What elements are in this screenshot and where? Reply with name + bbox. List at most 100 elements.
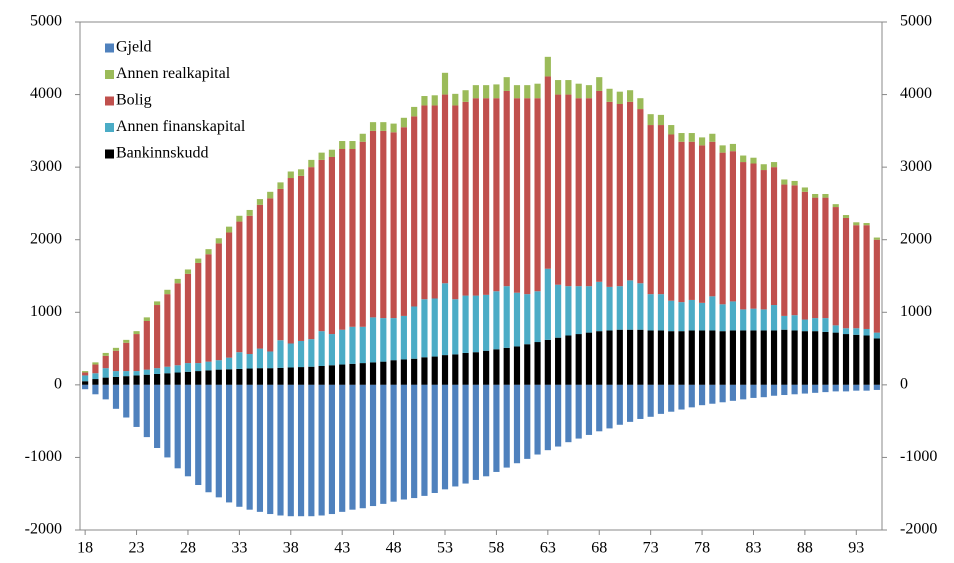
bar-segment <box>308 159 315 168</box>
bar-segment <box>184 371 192 385</box>
bar-segment <box>627 90 634 102</box>
bar-segment <box>92 373 99 380</box>
bar-segment <box>297 175 305 341</box>
x-tick-label: 43 <box>334 540 350 557</box>
bar-segment <box>297 384 305 517</box>
bar-segment <box>524 384 531 459</box>
legend-label: Bankinnskudd <box>116 145 208 162</box>
bar-segment <box>267 351 274 369</box>
x-tick-label: 73 <box>643 540 659 557</box>
bar-segment <box>483 384 490 477</box>
bar-segment <box>627 280 634 330</box>
bar-segment <box>513 384 521 464</box>
bar-segment <box>493 291 500 350</box>
bar-segment <box>822 331 829 385</box>
bar-segment <box>472 85 479 99</box>
x-tick-label: 38 <box>283 540 299 557</box>
bar-segment <box>863 225 870 329</box>
bar-segment <box>555 337 562 385</box>
bar-segment <box>112 347 120 351</box>
bar-segment <box>873 332 880 339</box>
x-tick-label: 23 <box>129 540 145 557</box>
bar-segment <box>472 384 479 480</box>
bar-segment <box>853 328 860 335</box>
bar-segment <box>256 384 264 512</box>
bar-segment <box>339 141 346 149</box>
bar-segment <box>82 375 89 382</box>
bar-segment <box>441 72 449 95</box>
bar-segment <box>585 286 593 333</box>
bar-segment <box>390 360 397 385</box>
bar-segment <box>215 384 222 498</box>
bar-segment <box>164 294 171 367</box>
bar-segment <box>380 122 387 131</box>
bar-segment <box>297 169 305 176</box>
bar-segment <box>452 384 459 487</box>
bar-segment <box>801 331 808 385</box>
bar-segment <box>616 286 623 330</box>
bar-segment <box>483 350 490 385</box>
bar-segment <box>657 294 665 331</box>
bar-segment <box>873 384 880 390</box>
bar-segment <box>544 56 551 77</box>
bar-segment <box>729 151 736 302</box>
x-tick-label: 53 <box>437 540 453 557</box>
bar-segment <box>143 374 150 385</box>
bar-segment <box>863 335 870 385</box>
bar-segment <box>616 104 623 287</box>
bar-segment <box>781 384 788 396</box>
bar-segment <box>267 198 274 352</box>
bar-segment <box>596 281 603 332</box>
bar-segment <box>380 318 387 362</box>
x-tick-label: 83 <box>745 540 761 557</box>
bar-segment <box>688 384 695 408</box>
x-tick-label: 48 <box>386 540 402 557</box>
bar-segment <box>842 215 850 218</box>
bar-segment <box>380 130 387 319</box>
bar-segment <box>812 318 819 332</box>
bar-segment <box>729 330 736 385</box>
bar-segment <box>205 249 212 255</box>
bar-segment <box>709 330 716 385</box>
bar-segment <box>534 83 541 99</box>
bar-segment <box>575 384 582 439</box>
bar-segment <box>462 384 469 484</box>
bar-segment <box>678 384 685 410</box>
bar-segment <box>555 94 562 285</box>
bar-segment <box>606 101 613 287</box>
bar-segment <box>801 319 808 332</box>
bar-segment <box>349 141 356 149</box>
x-tick-label: 93 <box>848 540 864 557</box>
bar-segment <box>760 170 767 310</box>
bar-segment <box>678 141 685 303</box>
bar-segment <box>637 109 644 284</box>
bar-segment <box>555 284 562 338</box>
bar-segment <box>349 384 356 510</box>
bar-segment <box>873 239 880 333</box>
bar-segment <box>411 358 418 385</box>
bar-segment <box>359 363 366 385</box>
bar-segment <box>400 359 407 385</box>
bar-segment <box>174 372 181 385</box>
bar-segment <box>421 299 428 358</box>
bar-segment <box>575 286 582 335</box>
bar-segment <box>390 384 397 502</box>
bar-segment <box>359 384 366 509</box>
legend-swatch <box>105 96 114 106</box>
bar-segment <box>585 98 593 287</box>
bar-segment <box>719 384 726 403</box>
bar-segment <box>781 179 788 185</box>
bar-segment <box>133 375 140 385</box>
y2-tick-label: 2000 <box>900 230 932 247</box>
bar-segment <box>801 187 808 192</box>
bar-segment <box>112 350 120 372</box>
bar-segment <box>637 384 644 419</box>
bar-segment <box>750 163 757 309</box>
bar-segment <box>328 149 335 157</box>
bar-segment <box>226 384 233 503</box>
bar-segment <box>369 317 377 363</box>
bar-segment <box>226 226 233 233</box>
bar-segment <box>184 384 192 477</box>
bar-segment <box>555 80 562 95</box>
